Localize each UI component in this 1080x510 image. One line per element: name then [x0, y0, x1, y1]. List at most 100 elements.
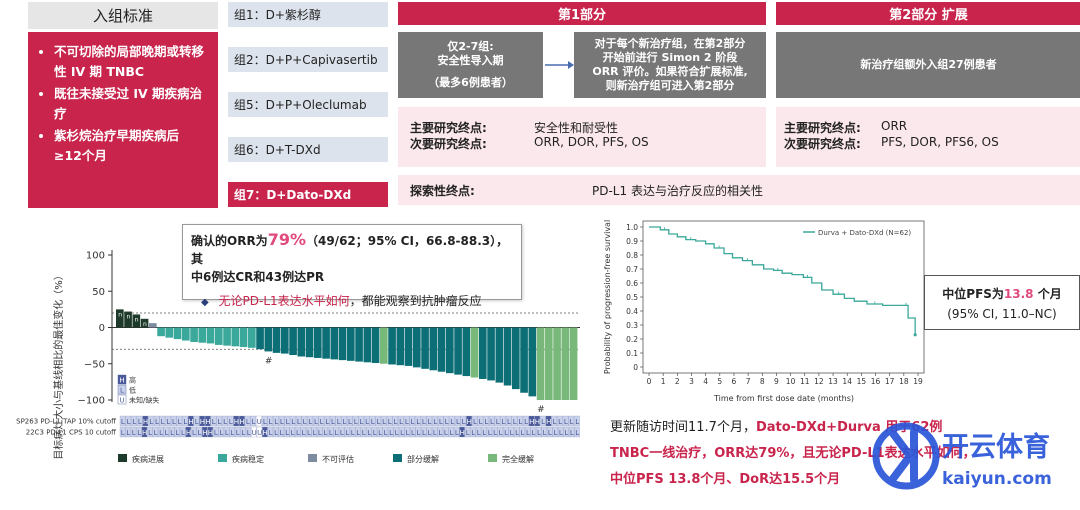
pdl1-cell-code: L: [450, 418, 454, 426]
pdl1-cell-code: L: [351, 429, 355, 437]
box-line: 新治疗组额外入组27例患者: [860, 58, 997, 71]
pdl1-cell: [267, 415, 274, 427]
km-x-tick-label: 5: [717, 377, 722, 386]
km-step-line: [649, 226, 916, 335]
pdl1-cell: [431, 426, 438, 438]
group-label: 组1：D+紫杉醇: [234, 8, 321, 22]
pdl1-cell-code: L: [496, 418, 500, 426]
km-end-point: [913, 333, 917, 337]
pdl1-cell-code: L: [183, 418, 187, 426]
pdl1-cell: [136, 415, 143, 427]
y-tick-label: −100: [78, 396, 105, 407]
pdl1-cell: [477, 415, 484, 427]
pdl1-cell-code: H: [186, 429, 191, 437]
pdl1-cell: [454, 415, 461, 427]
km-x-tick-label: 12: [814, 377, 824, 386]
pdl1-cell: [437, 426, 443, 438]
pdl1-cell: [449, 415, 455, 427]
pdl1-cell: [324, 415, 330, 427]
pdl1-cell: [483, 415, 489, 427]
pdl1-legend-swatch: [117, 394, 127, 405]
waterfall-bar: [338, 327, 347, 361]
pdl1-cell: [335, 415, 342, 427]
pdl1-cell-code: L: [345, 429, 349, 437]
pdl1-cell-code: L: [331, 418, 335, 426]
pdl1-cell-code: L: [526, 429, 530, 437]
waterfall-bar: [314, 327, 322, 358]
pdl1-cell-code: L: [518, 418, 522, 426]
waterfall-bars: n n nn##: [116, 309, 578, 415]
pdl1-cell-code: L: [382, 418, 386, 426]
legend-swatch: [118, 454, 127, 462]
pdl1-cell-code: L: [121, 429, 125, 437]
waterfall-bar: [305, 327, 314, 358]
pdl1-cell-code: L: [308, 418, 312, 426]
pdl1-cell: [519, 426, 525, 438]
pdl1-cell-code: H: [529, 418, 534, 426]
legend-swatch: [488, 454, 497, 462]
pdl1-cell: [333, 426, 339, 438]
pdl1-cell: [141, 426, 148, 438]
pdl1-cell: [386, 415, 393, 427]
pdl1-cell: [142, 415, 149, 427]
pdl1-cell: [174, 426, 180, 438]
pdl1-cell-code: L: [433, 429, 437, 437]
waterfall-bar: [281, 327, 289, 354]
pdl1-cell-code: L: [553, 429, 557, 437]
exploratory-endpoint-label: 探索性终点:: [410, 184, 475, 198]
pdl1-cell: [344, 426, 350, 438]
y-tick-label: 0: [99, 323, 105, 334]
pdl1-cell-code: L: [542, 429, 546, 437]
group-2: 组2：D+P+Capivasertib: [228, 47, 388, 72]
orr-ci: （49/62；95% CI，66.8-88.3），其: [191, 234, 509, 266]
pdl1-cell-code: L: [219, 429, 223, 437]
part2-expansion-box: 新治疗组额外入组27例患者: [776, 32, 1080, 98]
pdl1-cell: [382, 426, 389, 438]
pdl1-cell-code: L: [388, 418, 392, 426]
pdl1-cell-code: L: [155, 418, 159, 426]
pdl1-cell-code: L: [356, 429, 360, 437]
pdl1-cell-code: L: [416, 429, 420, 437]
exploratory-endpoint-value: PD-L1 表达与治疗反应的相关性: [592, 184, 763, 198]
pdl1-cell-code: L: [286, 418, 290, 426]
pdl1-cell-code: L: [499, 429, 503, 437]
pdl1-cell: [187, 415, 194, 427]
waterfall-bar: [561, 327, 570, 400]
kaiyun-logo: 开云体育 kaiyun.com: [872, 422, 1052, 490]
pdl1-cell-code: L: [132, 418, 136, 426]
waterfall-bar: [182, 327, 190, 341]
pdl1-cell: [492, 426, 498, 438]
pdl1-cell-code: L: [510, 429, 514, 437]
pdl1-cell-code: H: [535, 418, 540, 426]
group-1: 组1：D+紫杉醇: [228, 2, 388, 27]
pdl1-cell: [159, 415, 166, 427]
waterfall-bar: [421, 327, 429, 369]
pdl1-cell: [488, 415, 495, 427]
waterfall-bar: [413, 327, 421, 368]
waterfall-bar: [173, 327, 182, 340]
pdl1-cell: [318, 415, 325, 427]
pdl1-cell: [523, 415, 529, 427]
waterfall-bar: [322, 327, 330, 359]
km-x-tick-label: 14: [842, 377, 852, 386]
pdl1-cell-code: H: [546, 418, 551, 426]
pdl1-cell-code: L: [296, 429, 300, 437]
pdl1-cell-code: L: [241, 429, 245, 437]
pdl1-cell-code: L: [395, 429, 399, 437]
pdl1-cell: [347, 415, 353, 427]
pdl1-cell: [278, 426, 285, 438]
pdl1-cell: [290, 415, 296, 427]
pdl1-cell: [341, 415, 347, 427]
pdl1-cell-code: L: [312, 429, 316, 437]
pdl1-cell-code: L: [365, 418, 369, 426]
pdl1-cell: [403, 415, 410, 427]
pdl1-cell: [557, 426, 564, 438]
pdl1-cell: [125, 426, 131, 438]
pdl1-cell: [267, 426, 274, 438]
km-y-axis-label: Probability of progression-free survival: [603, 220, 612, 374]
pdl1-cell: [562, 415, 569, 427]
group-label: 组7：D+Dato-DXd: [234, 188, 352, 202]
pdl1-cell: [546, 426, 553, 438]
pdl1-cell-code: L: [384, 429, 388, 437]
pdl1-cell-code: L: [558, 418, 562, 426]
